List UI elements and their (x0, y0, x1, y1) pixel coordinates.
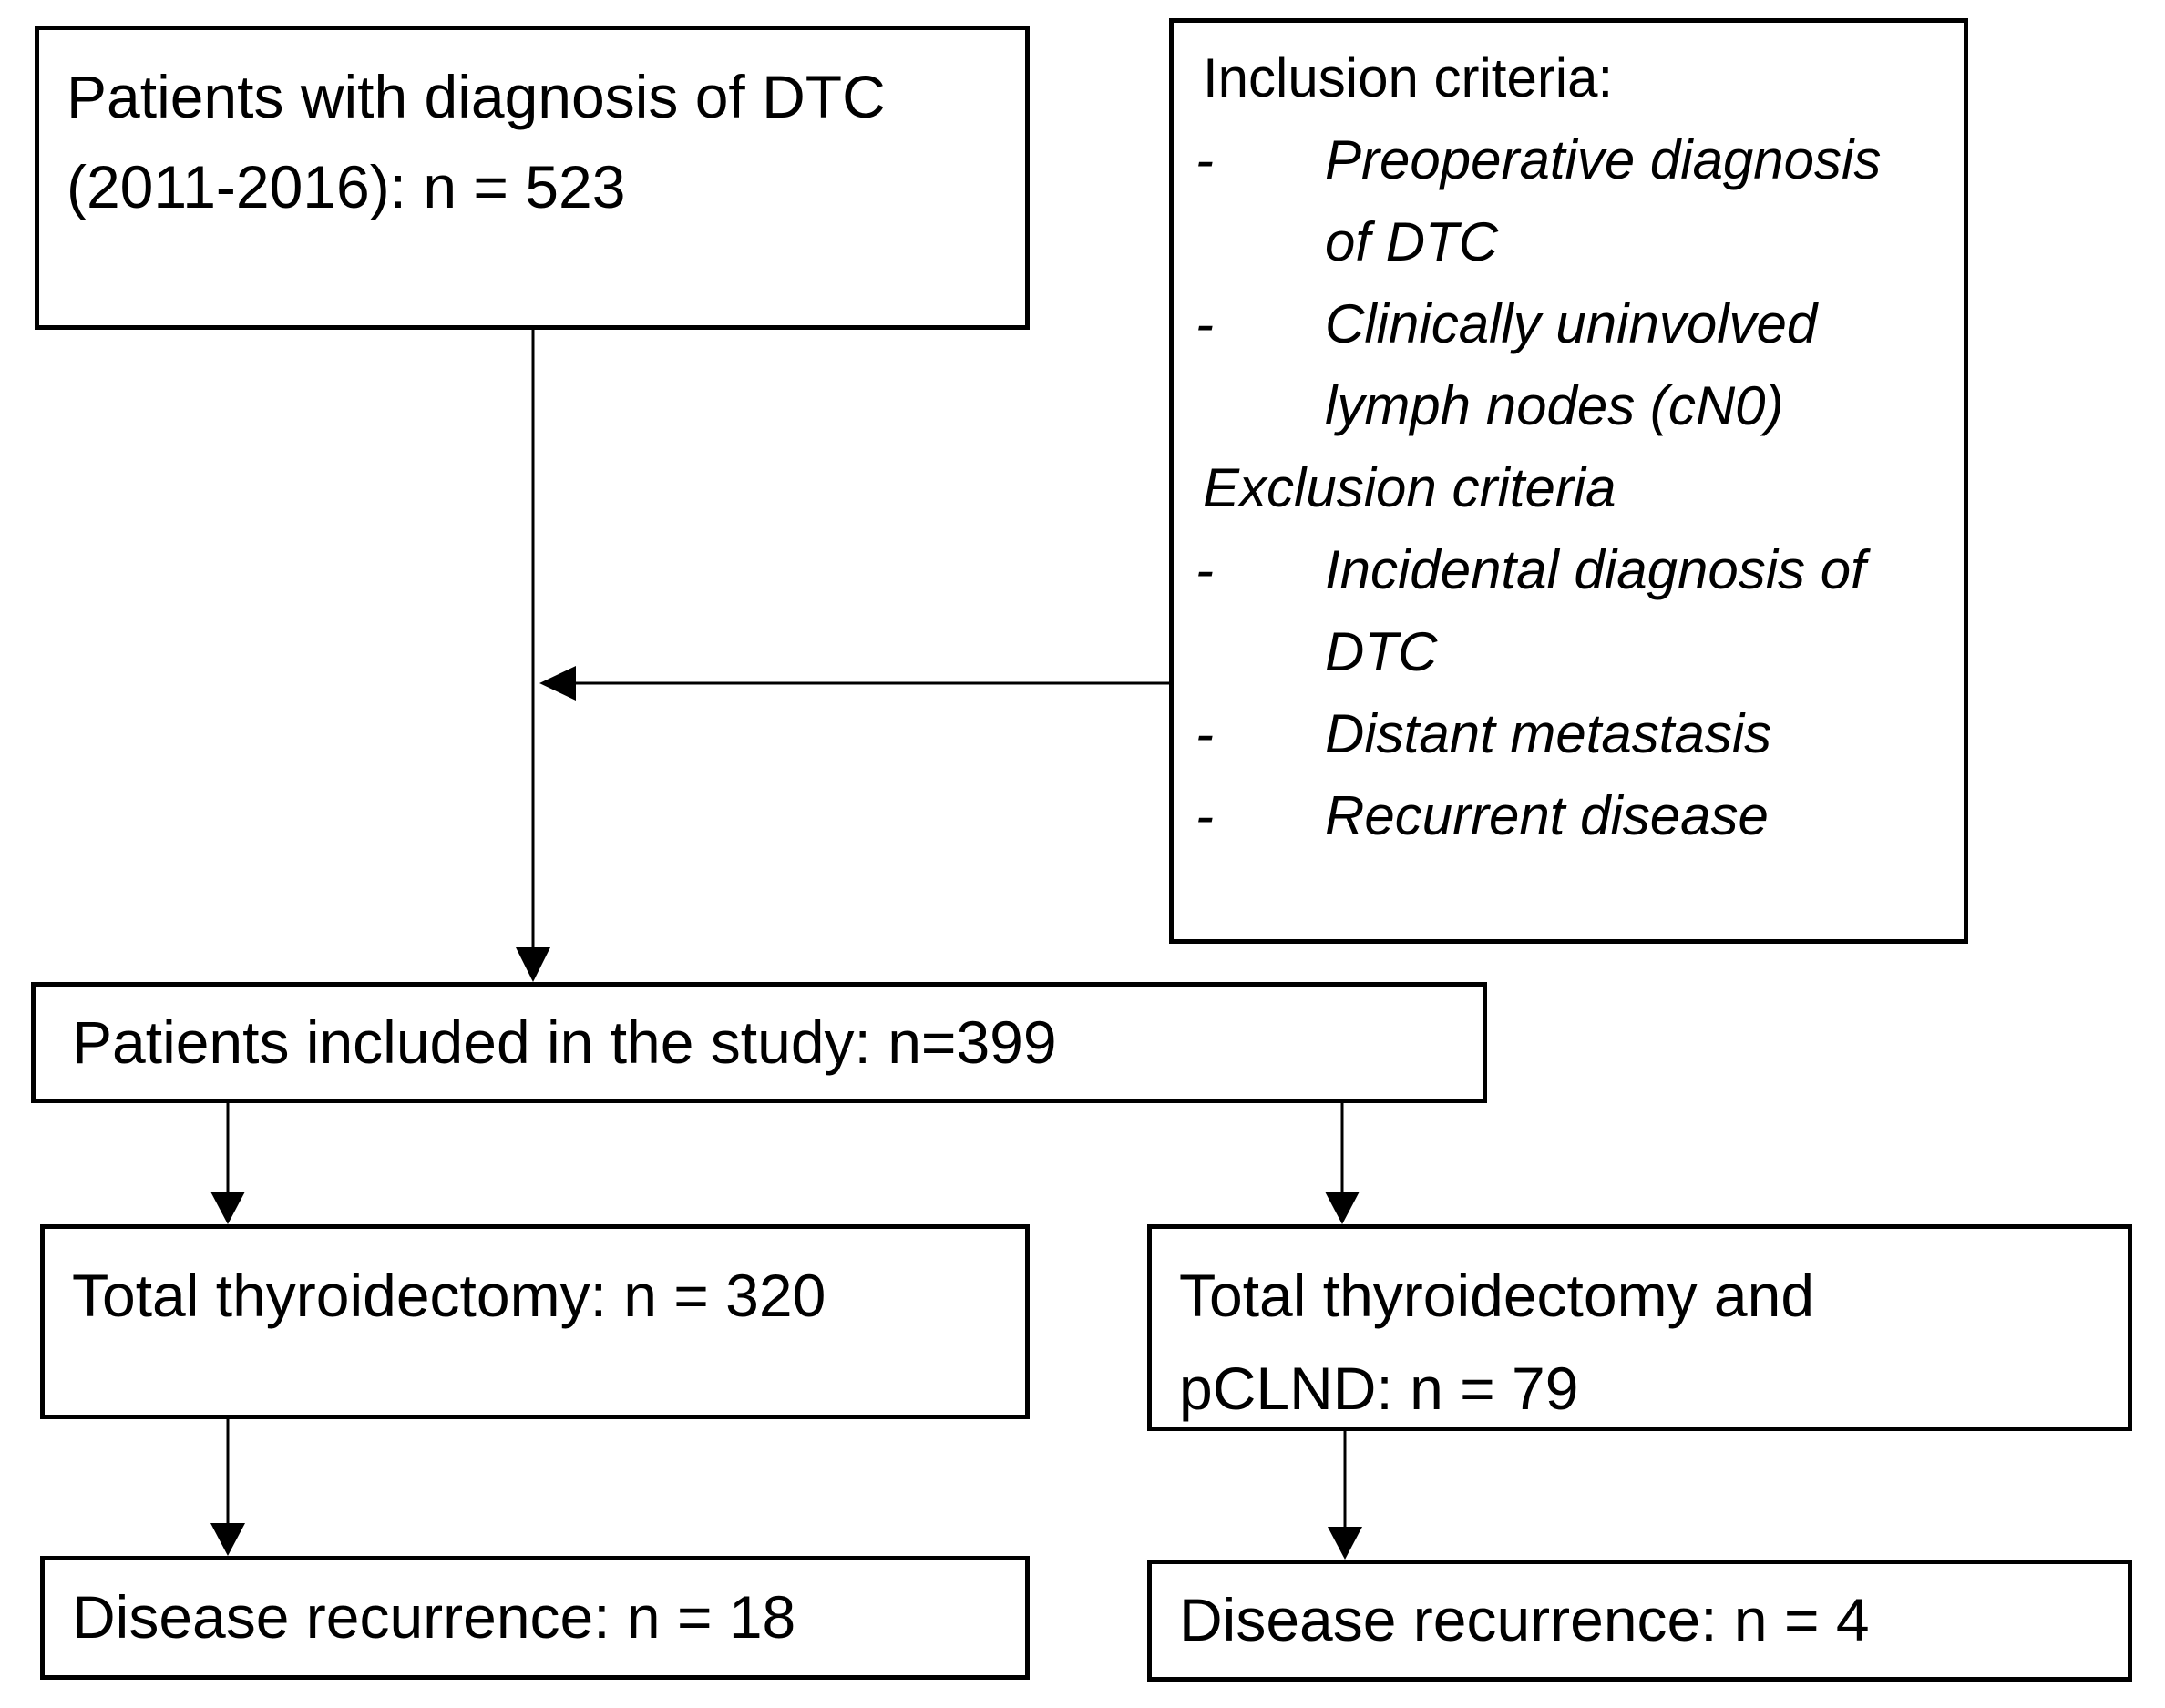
box-total-thyroidectomy-pclnd-text: Total thyroidectomy and pCLND: n = 79 (1179, 1262, 1815, 1423)
inclusion-item-preoperative-diagnosis: Preoperative diagnosis of DTC (1325, 129, 1882, 272)
bullet-dash: - (1195, 785, 1214, 846)
box-disease-recurrence-left: Disease recurrence: n = 18 (40, 1556, 1030, 1680)
exclusion-criteria-header: Exclusion criteria (1203, 457, 1616, 518)
box-patients-with-dtc: Patients with diagnosis of DTC (2011-201… (35, 26, 1030, 330)
list-item: - Recurrent disease (1190, 775, 1945, 857)
arrow-source-to-included (516, 330, 550, 982)
box-patients-with-dtc-text: Patients with diagnosis of DTC (2011-201… (67, 63, 886, 220)
box-patients-included-text: Patients included in the study: n=399 (72, 1007, 1057, 1076)
box-patients-included: Patients included in the study: n=399 (31, 982, 1487, 1103)
box-disease-recurrence-right-text: Disease recurrence: n = 4 (1179, 1586, 1870, 1654)
exclusion-item-incidental-diagnosis: Incidental diagnosis of DTC (1325, 539, 1866, 682)
box-disease-recurrence-left-text: Disease recurrence: n = 18 (72, 1583, 796, 1652)
box-criteria: Inclusion criteria: - Preoperative diagn… (1169, 18, 1968, 944)
arrow-total-thyroidectomy-to-recurrence (210, 1419, 245, 1556)
list-item: - Distant metastasis (1190, 693, 1945, 775)
list-item: - Incidental diagnosis of DTC (1190, 529, 1945, 693)
list-item: - Clinically uninvolved lymph nodes (cN0… (1190, 283, 1945, 447)
box-total-thyroidectomy-text: Total thyroidectomy: n = 320 (72, 1262, 826, 1329)
box-total-thyroidectomy: Total thyroidectomy: n = 320 (40, 1224, 1030, 1419)
arrow-total-thyroidectomy-pclnd-to-recurrence (1328, 1431, 1362, 1560)
inclusion-item-clinically-uninvolved-nodes: Clinically uninvolved lymph nodes (cN0) (1325, 293, 1818, 436)
arrow-included-to-total-thyroidectomy-pclnd (1325, 1103, 1360, 1224)
list-item: - Preoperative diagnosis of DTC (1190, 119, 1945, 283)
arrow-included-to-total-thyroidectomy (210, 1103, 245, 1224)
bullet-dash: - (1195, 293, 1214, 354)
exclusion-item-recurrent-disease: Recurrent disease (1325, 785, 1769, 846)
box-disease-recurrence-right: Disease recurrence: n = 4 (1147, 1560, 2132, 1682)
bullet-dash: - (1195, 703, 1214, 764)
exclusion-item-distant-metastasis: Distant metastasis (1325, 703, 1772, 764)
bullet-dash: - (1195, 539, 1214, 600)
arrow-criteria-to-flowline (539, 666, 1169, 701)
box-total-thyroidectomy-pclnd: Total thyroidectomy and pCLND: n = 79 (1147, 1224, 2132, 1431)
inclusion-criteria-header: Inclusion criteria: (1203, 47, 1614, 108)
bullet-dash: - (1195, 129, 1214, 190)
